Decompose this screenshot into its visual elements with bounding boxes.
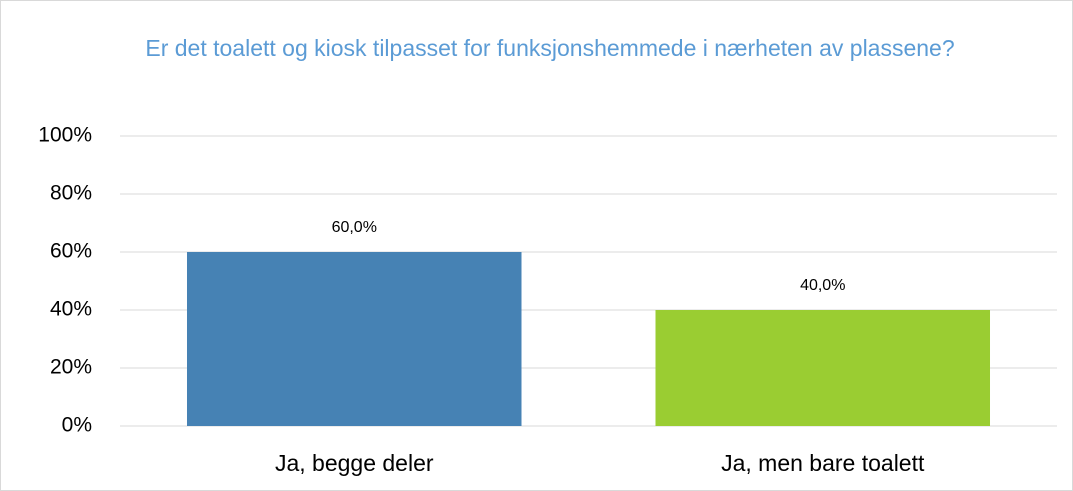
y-tick-label: 0% xyxy=(62,414,92,437)
y-tick-label: 80% xyxy=(50,182,92,205)
y-tick-label: 100% xyxy=(38,124,92,147)
y-tick-label: 20% xyxy=(50,356,92,379)
chart-title: Er det toalett og kiosk tilpasset for fu… xyxy=(145,35,955,61)
bar xyxy=(655,310,991,426)
data-label: 60,0% xyxy=(332,219,377,236)
x-tick-label: Ja, men bare toalett xyxy=(721,450,925,476)
data-label: 40,0% xyxy=(800,277,845,294)
y-tick-label: 60% xyxy=(50,240,92,263)
y-tick-label: 40% xyxy=(50,298,92,321)
bar xyxy=(186,252,522,426)
x-tick-label: Ja, begge deler xyxy=(275,450,434,476)
